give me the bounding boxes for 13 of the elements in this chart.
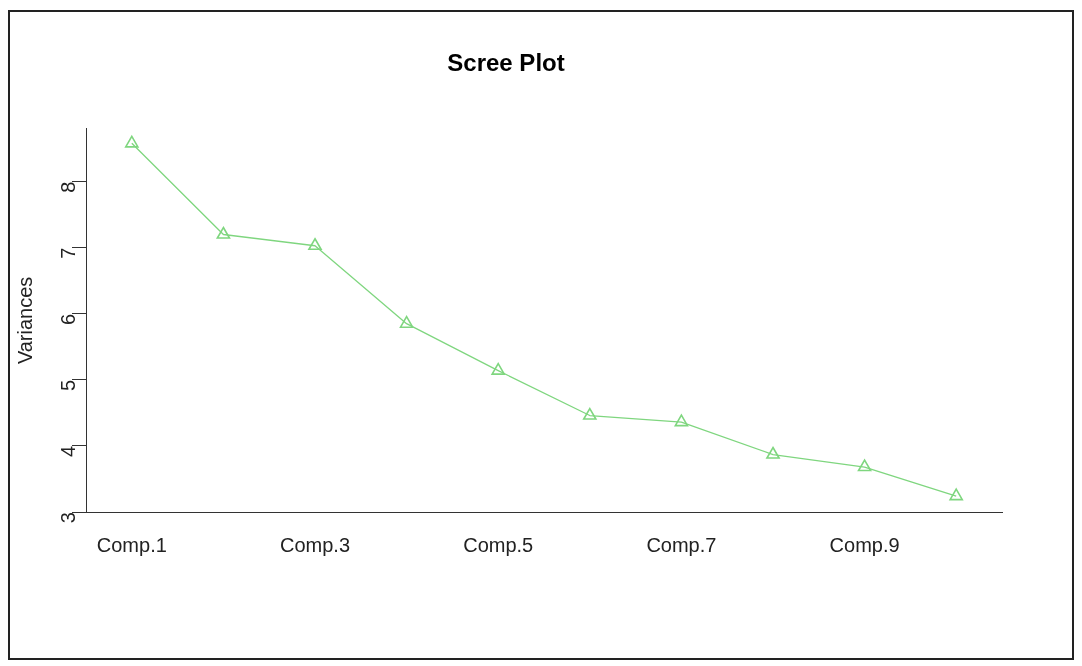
y-tick-label: 4 <box>56 445 79 458</box>
chart-title: Scree Plot <box>447 49 565 77</box>
y-tick-label: 5 <box>56 379 79 391</box>
x-tick-label: Comp.7 <box>646 533 717 556</box>
x-tick-label: Comp.3 <box>279 533 351 556</box>
y-tick-label: 3 <box>56 512 79 524</box>
x-tick-label: Comp.9 <box>829 533 900 556</box>
y-axis-title: Variances <box>13 276 36 365</box>
y-tick-label: 6 <box>56 313 79 325</box>
x-tick-label: Comp.5 <box>463 533 534 556</box>
x-tick-label: Comp.1 <box>96 533 167 556</box>
y-tick-label: 8 <box>56 181 79 193</box>
y-tick-label: 7 <box>56 247 79 259</box>
